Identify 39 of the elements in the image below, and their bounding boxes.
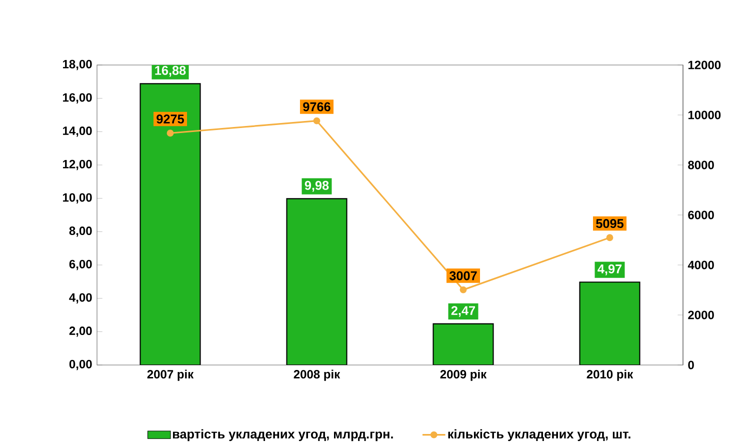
data-label: 3007 [449, 271, 477, 280]
y2-tick-label: 8000 [688, 160, 714, 170]
bar [579, 282, 640, 365]
y-tick-label: 4,00 [69, 293, 92, 304]
x-tick-label: 2010 рік [586, 370, 634, 381]
point [166, 130, 174, 137]
data-label: 2,47 [451, 306, 476, 317]
data-label: 5095 [596, 219, 624, 228]
y2-tick-label: 4000 [688, 260, 714, 270]
data-label: 9766 [303, 102, 330, 112]
x-tick-label: 2009 рік [440, 370, 487, 381]
x-tick-label: 2007 рік [147, 370, 194, 381]
y-tick-label: 0,00 [69, 360, 92, 370]
y2-tick-label: 10000 [688, 110, 721, 120]
legend-label: кількість укладених угод, шт. [448, 429, 630, 442]
y2-tick-label: 6000 [688, 210, 714, 220]
point [313, 117, 320, 124]
y-tick-label: 10,00 [63, 193, 92, 204]
y-tick-label: 8,00 [69, 226, 92, 237]
y-tick-label: 2,00 [69, 326, 92, 337]
point [460, 286, 467, 294]
data-label: 16,88 [155, 66, 186, 77]
y-tick-label: 18,00 [63, 60, 92, 70]
bar [286, 198, 348, 365]
bar [432, 323, 494, 365]
y-tick-label: 12,00 [63, 160, 92, 170]
x-tick-label: 2008 рік [294, 370, 340, 381]
legend-label: вартість укладених угод, млрд.грн. [172, 429, 393, 442]
bar [140, 83, 201, 365]
y-tick-label: 14,00 [63, 126, 92, 137]
y-tick-label: 16,00 [63, 93, 92, 104]
point [606, 234, 614, 242]
data-label: 4,97 [598, 264, 622, 276]
y2-tick-label: 0 [688, 360, 694, 370]
y-tick-label: 6,00 [69, 260, 92, 270]
data-label: 9,98 [304, 180, 329, 192]
y2-tick-label: 12000 [688, 60, 721, 70]
data-label: 9275 [156, 114, 184, 124]
y2-tick-label: 2000 [688, 310, 714, 320]
